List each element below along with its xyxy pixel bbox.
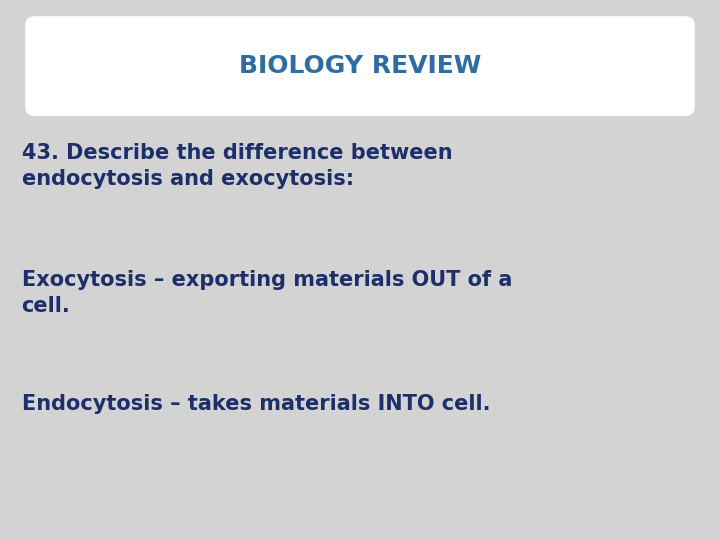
Text: Exocytosis – exporting materials OUT of a
cell.: Exocytosis – exporting materials OUT of … <box>22 270 512 315</box>
Text: BIOLOGY REVIEW: BIOLOGY REVIEW <box>239 54 481 78</box>
FancyBboxPatch shape <box>25 16 695 116</box>
Text: Endocytosis – takes materials INTO cell.: Endocytosis – takes materials INTO cell. <box>22 394 490 414</box>
Text: 43. Describe the difference between
endocytosis and exocytosis:: 43. Describe the difference between endo… <box>22 143 452 188</box>
